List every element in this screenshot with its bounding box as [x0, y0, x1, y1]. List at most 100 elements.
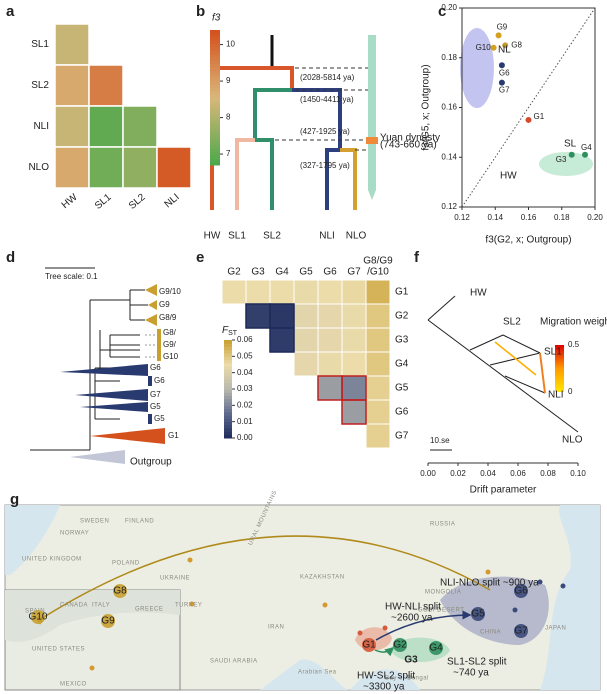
group-marker — [514, 584, 528, 598]
point-label: G4 — [581, 143, 592, 152]
heat-cell — [341, 351, 367, 377]
colorbar-step — [224, 379, 232, 383]
colorbar-step — [210, 111, 220, 115]
heat-cell — [293, 303, 319, 329]
heat-cell — [365, 399, 391, 425]
row-label: G6 — [395, 407, 409, 418]
colorbar-step — [210, 121, 220, 125]
tip-label: SL1 — [228, 231, 246, 242]
group-label: G5 — [471, 609, 485, 620]
place-label: JAPAN — [545, 626, 566, 632]
point-label: G6 — [499, 68, 510, 77]
colorbar-title-main: F — [222, 325, 229, 336]
colorbar-step — [210, 100, 220, 105]
colorbar-tick-label: 8 — [226, 113, 231, 122]
colorbar-step — [210, 127, 220, 132]
legend-tick-label: 0.5 — [568, 340, 580, 349]
group-marker — [362, 638, 376, 652]
heat-cell — [245, 303, 271, 329]
colorbar-step — [210, 33, 220, 38]
place-label: SWEDEN — [80, 519, 109, 525]
place-label: IRAN — [268, 625, 284, 631]
place-label: UNITED STATES — [32, 647, 85, 653]
heat-cell — [293, 327, 319, 353]
place-label: Bay of Bengal — [385, 676, 429, 682]
point — [490, 44, 497, 51]
colorbar-step — [224, 405, 232, 410]
colorbar-step — [224, 353, 232, 357]
colorbar-tick-label: 10 — [226, 40, 235, 49]
colorbar-step — [224, 375, 232, 380]
colorbar-step — [224, 424, 232, 429]
tip-label: SL2 — [503, 317, 521, 328]
colorbar-step — [224, 408, 232, 413]
colorbar-step — [224, 372, 232, 377]
group-marker — [101, 614, 115, 628]
colorbar-step — [224, 411, 232, 416]
colorbar-step — [210, 107, 220, 112]
row-label: G1 — [395, 287, 409, 298]
colorbar-step — [210, 138, 220, 142]
heat-cell — [88, 146, 124, 189]
colorbar-tick-label: 0.02 — [237, 400, 253, 409]
colorbar-step — [210, 46, 220, 51]
tip-label: G9 — [159, 300, 170, 309]
column-label: G5 — [299, 267, 313, 278]
heat-cell — [365, 303, 391, 329]
row-label: SL1 — [31, 39, 49, 50]
colorbar-step — [224, 359, 232, 364]
heat-cell — [341, 399, 367, 425]
heat-cell — [317, 279, 343, 305]
group-marker — [514, 624, 528, 638]
tip-label: NLO — [346, 231, 367, 242]
tip-label: G9/10 — [159, 287, 181, 296]
heat-cell — [365, 327, 391, 353]
heat-cell — [317, 375, 343, 401]
colorbar-step — [210, 43, 220, 48]
split-label: ~740 ya — [453, 668, 489, 679]
y-tick-label: 0.16 — [441, 103, 457, 112]
tip-label: NLO — [562, 435, 583, 446]
colorbar-step — [210, 40, 220, 44]
group-marker — [31, 610, 45, 624]
colorbar-tick-label: 0.04 — [237, 368, 253, 377]
place-label: GOBI DESERT — [418, 608, 464, 614]
heat-cell — [54, 146, 90, 189]
heat-cell — [293, 351, 319, 377]
split-label: NLI-NLO split ~900 ya — [440, 578, 539, 589]
group-label: G4 — [429, 643, 443, 654]
heat-cell — [317, 303, 343, 329]
legend-tick-label: 0 — [568, 387, 573, 396]
group-label: HW — [500, 171, 517, 182]
scale-label: 10.se — [430, 436, 450, 445]
colorbar-step — [210, 97, 220, 102]
group-label: G3 — [404, 655, 418, 666]
x-tick-label: 0.12 — [454, 213, 470, 222]
colorbar-step — [210, 36, 220, 41]
heat-cell — [122, 105, 158, 148]
split-label: HW-SL2 split — [357, 671, 415, 682]
row-label: NLO — [28, 162, 49, 173]
x-tick-label: 0.06 — [510, 469, 526, 478]
colorbar-tick-label: 9 — [226, 76, 231, 85]
colorbar-step — [224, 349, 232, 354]
colorbar-step — [224, 385, 232, 390]
group-ellipse — [539, 152, 593, 176]
heat-cell — [365, 423, 391, 449]
colorbar-step — [210, 144, 220, 149]
tip-label: G6 — [154, 376, 165, 385]
panel-label: c — [438, 3, 446, 20]
y-tick-label: 0.12 — [441, 202, 457, 211]
map — [4, 504, 601, 691]
x-tick-label: 0.20 — [587, 213, 603, 222]
column-label: G6 — [323, 267, 337, 278]
heat-cell — [221, 279, 247, 305]
split-label: ~3300 ya — [363, 682, 405, 693]
heat-cell — [269, 303, 295, 329]
event-dates: (743-660 ya) — [380, 140, 437, 151]
colorbar-tick-label: 0.00 — [237, 433, 253, 442]
column-label: NLI — [163, 192, 182, 210]
colorbar-title-sub: ST — [228, 330, 238, 337]
place-label: UKRAINE — [160, 576, 190, 582]
colorbar-step — [210, 80, 220, 85]
